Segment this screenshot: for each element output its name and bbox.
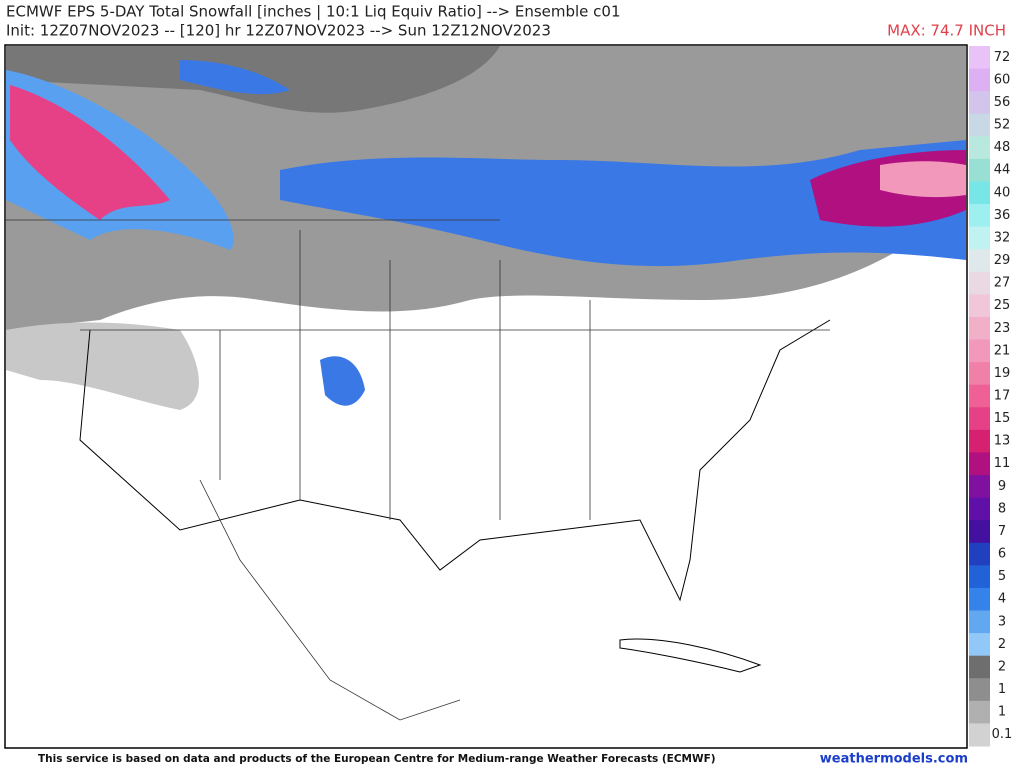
colorbar-swatch	[969, 407, 990, 431]
colorbar-swatch	[969, 542, 990, 566]
colorbar-swatch	[969, 294, 990, 318]
colorbar-label: 27	[994, 276, 1011, 291]
max-label: MAX: 74.7 INCH	[887, 22, 1006, 40]
colorbar-label: 1	[998, 682, 1006, 697]
colorbar-swatch	[969, 136, 990, 160]
colorbar-swatch	[969, 610, 990, 634]
colorbar-swatch	[969, 339, 990, 363]
title: ECMWF EPS 5-DAY Total Snowfall [inches |…	[6, 3, 621, 21]
colorbar-swatch	[969, 700, 990, 724]
colorbar-label: 56	[994, 95, 1011, 110]
colorbar-label: 36	[994, 208, 1011, 223]
colorbar-swatch	[969, 475, 990, 499]
colorbar-label: 1	[998, 705, 1006, 720]
colorbar-label: 6	[998, 547, 1006, 562]
colorbar-swatch	[969, 520, 990, 544]
colorbar-label: 44	[994, 163, 1011, 178]
colorbar-swatch	[969, 429, 990, 453]
colorbar-label: 3	[998, 614, 1006, 629]
colorbar-label: 9	[998, 479, 1006, 494]
colorbar-swatch	[969, 68, 990, 92]
colorbar-swatch	[969, 158, 990, 182]
borders	[5, 219, 830, 721]
snow-blue	[280, 140, 966, 267]
subtitle: Init: 12Z07NOV2023 -- [120] hr 12Z07NOV2…	[6, 22, 551, 40]
colorbar-label: 15	[994, 411, 1011, 426]
colorbar-swatch	[969, 655, 990, 679]
cuba	[619, 638, 762, 673]
colorbar-label: 29	[994, 253, 1011, 268]
colorbar-label: 21	[994, 343, 1011, 358]
colorbar-label: 52	[994, 118, 1011, 133]
colorbar-label: 72	[994, 50, 1011, 65]
snow-light-pink	[880, 161, 966, 198]
colorbar-swatch	[969, 587, 990, 612]
colorbar-swatch	[969, 565, 990, 589]
snow-blue	[180, 60, 290, 95]
colorbar-label: 2	[998, 637, 1006, 652]
colorbar-label: 2	[998, 659, 1006, 674]
colorbar-swatch	[969, 362, 990, 386]
colorbar-swatch	[969, 46, 990, 70]
colorbar-label: 13	[994, 434, 1011, 449]
colorbar-label: 0.1	[992, 727, 1013, 742]
colorbar-label: 23	[994, 321, 1011, 336]
colorbar-swatch	[969, 271, 990, 295]
colorbar-label: 4	[998, 592, 1006, 607]
colorbar-label: 19	[994, 366, 1011, 381]
colorbar-swatch	[969, 384, 990, 408]
colorbar-swatch	[969, 633, 990, 657]
colorbar-swatch	[969, 91, 990, 115]
colorbar-label: 40	[994, 185, 1011, 200]
colorbar-label: 48	[994, 140, 1011, 155]
colorbar-label: 8	[998, 501, 1006, 516]
colorbar-label: 5	[998, 569, 1006, 584]
snow-pink	[10, 85, 170, 220]
colorbar-swatch	[969, 723, 990, 747]
map	[4, 44, 968, 749]
snow-light	[6, 322, 199, 410]
colorbar: 7260565248444036322927252321191715131198…	[969, 46, 1012, 747]
colorbar-label: 7	[998, 524, 1006, 539]
colorbar-label: 17	[994, 389, 1011, 404]
colorbar-label: 60	[994, 72, 1011, 87]
colorbar-swatch	[969, 226, 990, 250]
colorbar-label: 32	[994, 230, 1011, 245]
colorbar-swatch	[969, 113, 990, 137]
colorbar-label: 11	[994, 456, 1011, 471]
colorbar-swatch	[969, 181, 990, 205]
colorbar-swatch	[969, 316, 990, 341]
colorbar-swatch	[969, 249, 990, 273]
colorbar-swatch	[969, 452, 990, 476]
snow-blue	[320, 356, 365, 406]
colorbar-label: 25	[994, 298, 1011, 313]
colorbar-swatch	[969, 678, 990, 702]
colorbar-swatch	[969, 497, 990, 521]
footer-credit: weathermodels.com	[820, 752, 968, 767]
footer-notice: This service is based on data and produc…	[38, 753, 716, 765]
colorbar-swatch	[969, 204, 990, 228]
